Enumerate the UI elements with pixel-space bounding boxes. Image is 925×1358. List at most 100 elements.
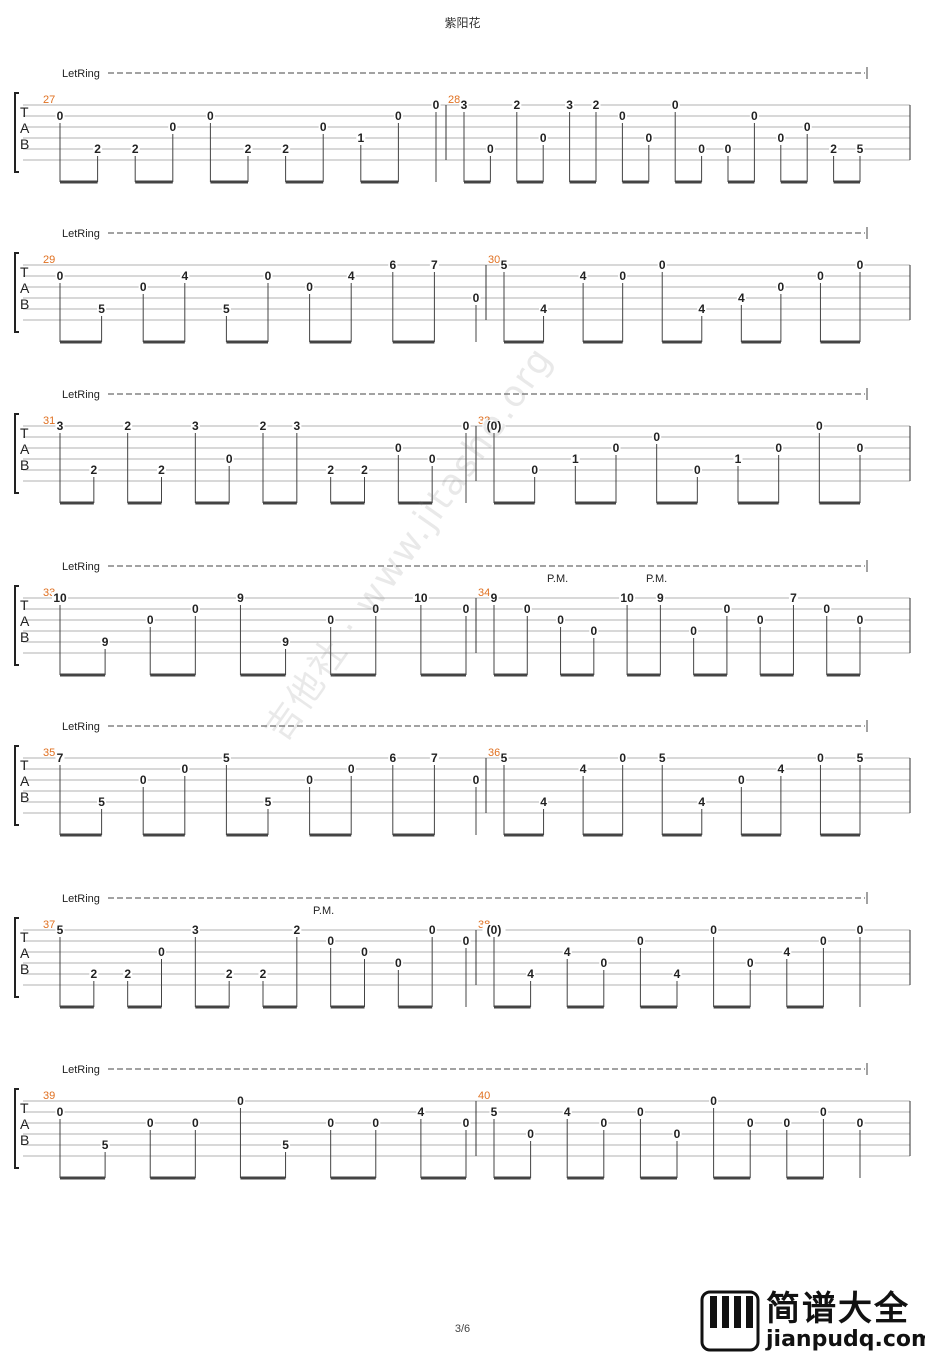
palm-mute-label: P.M. [646, 573, 667, 585]
measure-number: 34 [478, 587, 490, 599]
fret-bg [281, 1139, 291, 1151]
fret-number: 2 [90, 463, 97, 477]
fret-number: 0 [487, 142, 494, 156]
fret-bg [346, 270, 356, 282]
fret-bg [55, 110, 65, 122]
measure-number: 35 [43, 747, 55, 759]
fret-bg [93, 143, 103, 155]
fret-bg [243, 143, 253, 155]
fret-bg [461, 935, 471, 947]
fret-number: 3 [293, 419, 300, 433]
fret-bg [512, 99, 522, 111]
fret-bg [776, 763, 786, 775]
tab-clef-letter: T [20, 757, 29, 773]
fret-bg [855, 752, 865, 764]
fret-bg [723, 143, 733, 155]
fret-number: 0 [433, 98, 440, 112]
fret-bg [755, 614, 765, 626]
fret-bg [749, 110, 759, 122]
fret-bg [190, 420, 200, 432]
fret-bg [190, 924, 200, 936]
fret-bg [578, 763, 588, 775]
fret-number: 5 [98, 302, 105, 316]
fret-number: 0 [783, 1116, 790, 1130]
fret-bg [814, 420, 824, 432]
fret-number: 0 [710, 923, 717, 937]
fret-bg [89, 968, 99, 980]
fret-bg [526, 968, 536, 980]
fret-number: 5 [282, 1138, 289, 1152]
fret-bg [461, 603, 471, 615]
fret-bg [326, 614, 336, 626]
fret-number: 5 [857, 751, 864, 765]
fret-bg [123, 968, 133, 980]
fret-number: 2 [245, 142, 252, 156]
fret-number: 0 [348, 762, 355, 776]
fret-bg [818, 1106, 828, 1118]
tab-clef-letter: A [20, 613, 30, 629]
fret-number: 0 [775, 441, 782, 455]
fret-bg [138, 281, 148, 293]
fret-bg [562, 1106, 572, 1118]
fret-bg [305, 774, 315, 786]
fret-bg [578, 270, 588, 282]
fret-bg [263, 796, 273, 808]
fret-number: 2 [293, 923, 300, 937]
fret-number: 5 [102, 1138, 109, 1152]
fret-bg [489, 1106, 499, 1118]
measure-number: 37 [43, 919, 55, 931]
piano-keys-icon [700, 1290, 760, 1352]
fret-bg [499, 259, 509, 271]
fret-number: 3 [192, 923, 199, 937]
tab-clef-letter: A [20, 120, 30, 136]
fret-number: 0 [158, 945, 165, 959]
fret-number: 0 [327, 1116, 334, 1130]
fret-number: 2 [94, 142, 101, 156]
let-ring-label: LetRing [62, 893, 100, 905]
fret-number: 0 [619, 751, 626, 765]
fret-number: 1 [572, 452, 579, 466]
fret-number: 0 [207, 109, 214, 123]
fret-number: 0 [327, 613, 334, 627]
fret-bg [855, 614, 865, 626]
fret-bg [657, 752, 667, 764]
tab-clef-letter: B [20, 136, 29, 152]
fret-number: 0 [140, 280, 147, 294]
fret-number: 3 [461, 98, 468, 112]
fret-number: 0 [463, 602, 470, 616]
fret-bg [130, 143, 140, 155]
fret-number: 5 [57, 923, 64, 937]
measure-number: 39 [43, 1090, 55, 1102]
fret-bg [599, 1117, 609, 1129]
fret-bg [97, 796, 107, 808]
fret-bg [591, 99, 601, 111]
fret-bg [55, 924, 65, 936]
fret-number: 4 [674, 967, 681, 981]
fret-bg [697, 303, 707, 315]
fret-bg [393, 957, 403, 969]
fret-number: 7 [431, 751, 438, 765]
fret-number: 0 [147, 613, 154, 627]
tab-clef-letter: T [20, 104, 29, 120]
fret-number: 0 [710, 1094, 717, 1108]
fret-bg [499, 752, 509, 764]
fret-number: 2 [226, 967, 233, 981]
fret-bg [482, 420, 506, 432]
fret-bg [292, 924, 302, 936]
fret-number: 0 [600, 956, 607, 970]
fret-number: 0 [857, 1116, 864, 1130]
fret-bg [855, 259, 865, 271]
site-logo[interactable]: 简谱大全 jianpudq.com [700, 1290, 925, 1352]
fret-number: (0) [487, 419, 502, 433]
fret-number: 0 [306, 280, 313, 294]
fret-number: 0 [237, 1094, 244, 1108]
fret-number: 0 [690, 624, 697, 638]
fret-bg [221, 303, 231, 315]
fret-bg [205, 110, 215, 122]
fret-number: 0 [527, 1127, 534, 1141]
fret-number: 4 [181, 269, 188, 283]
fret-number: 0 [857, 923, 864, 937]
fret-bg [697, 796, 707, 808]
fret-bg [670, 99, 680, 111]
fret-number: 0 [738, 773, 745, 787]
